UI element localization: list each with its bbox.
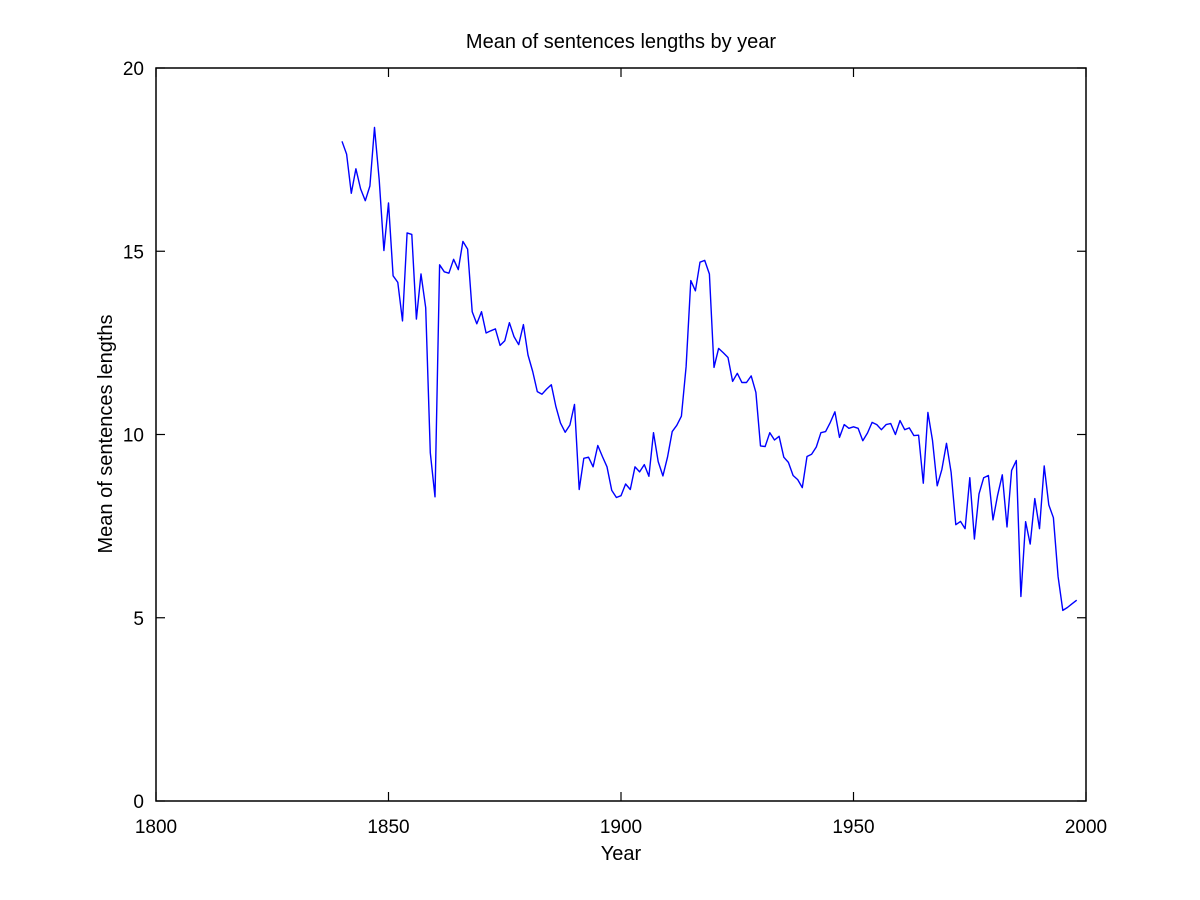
- x-tick-label: 2000: [1065, 817, 1107, 838]
- series-line: [341, 126, 1078, 612]
- x-axis-label: Year: [601, 843, 642, 865]
- y-tick-label: 15: [123, 242, 144, 263]
- x-tick-label: 1900: [600, 817, 642, 838]
- x-tick-label: 1850: [367, 817, 409, 838]
- y-tick-label: 20: [123, 59, 144, 80]
- y-tick-label: 5: [133, 609, 144, 630]
- chart-title: Mean of sentences lengths by year: [466, 31, 777, 53]
- x-tick-label: 1950: [832, 817, 874, 838]
- axis-tick-labels: 1800 1850 1900 1950 2000 0 5 10 15 20: [123, 59, 1107, 838]
- y-tick-label: 0: [133, 792, 144, 813]
- y-tick-label: 10: [123, 426, 144, 447]
- plot-area: [155, 67, 1087, 802]
- x-tick-label: 1800: [135, 817, 177, 838]
- y-axis-label: Mean of sentences lengths: [95, 314, 117, 553]
